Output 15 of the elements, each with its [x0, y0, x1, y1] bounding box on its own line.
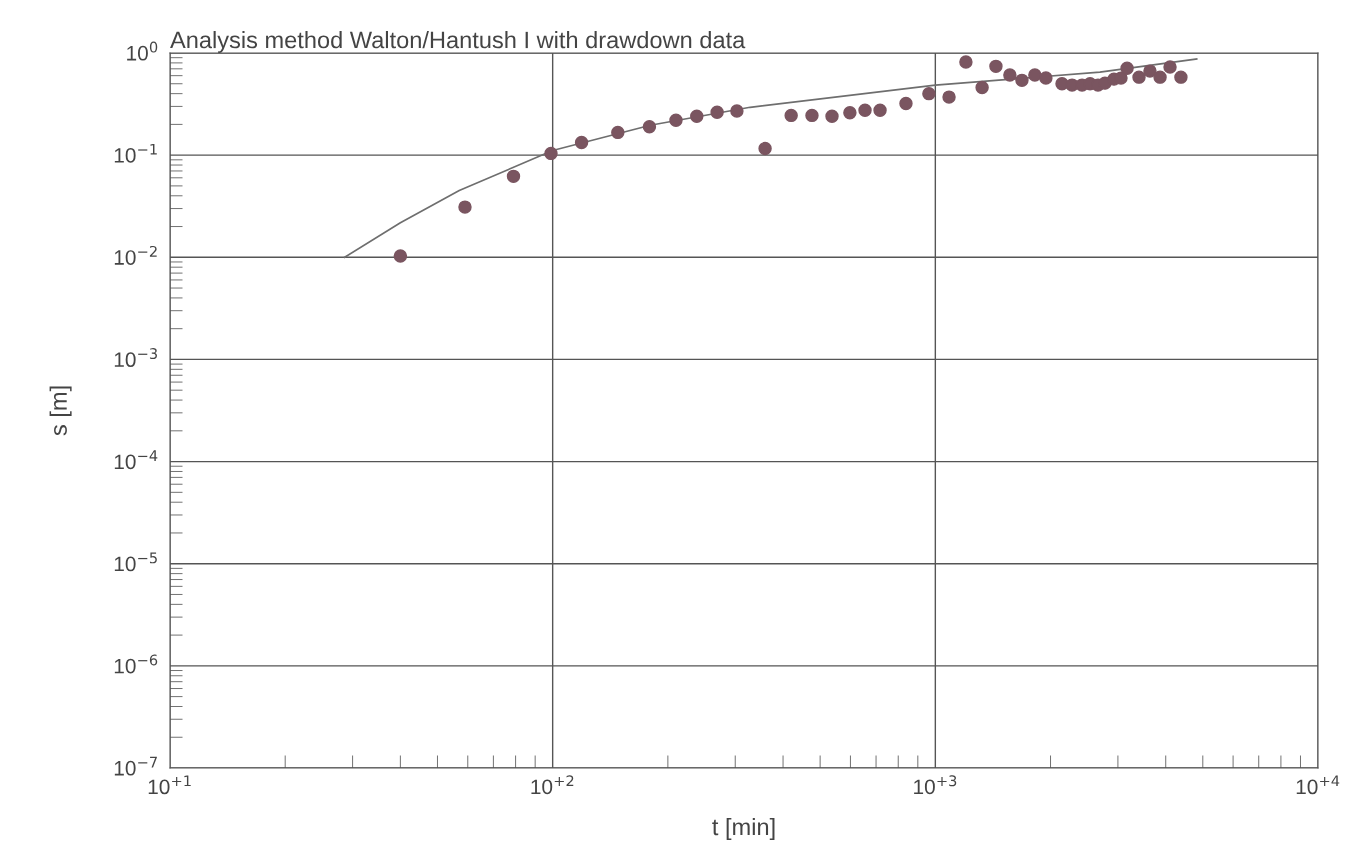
x-tick-label: 10$^{+3}$ — [914, 775, 957, 795]
x-tick-label: 10$^{+4}$ — [1296, 775, 1340, 795]
y-tick-label: 10$^{−5}$ — [114, 552, 157, 572]
y-tick-label: 10$^{−4}$ — [114, 450, 158, 470]
x-tick-label: 10$^{+2}$ — [531, 775, 574, 795]
y-tick-label: 10$^{−2}$ — [114, 245, 157, 265]
y-tick-label: 10$^{−3}$ — [114, 348, 157, 368]
y-axis-title: s [m] — [49, 386, 72, 436]
chart-title: Analysis method Walton/Hantush I with drawdown data — [170, 30, 746, 53]
x-tick-label: 10$^{+1}$ — [148, 775, 191, 795]
y-tick-label: 10$^{−6}$ — [114, 654, 158, 674]
x-axis-title: t [min] — [712, 817, 775, 840]
y-tick-label: 10$^{−7}$ — [114, 756, 157, 776]
y-tick-label: 10$^{0}$ — [127, 41, 158, 61]
y-tick-label: 10$^{−1}$ — [114, 143, 157, 163]
